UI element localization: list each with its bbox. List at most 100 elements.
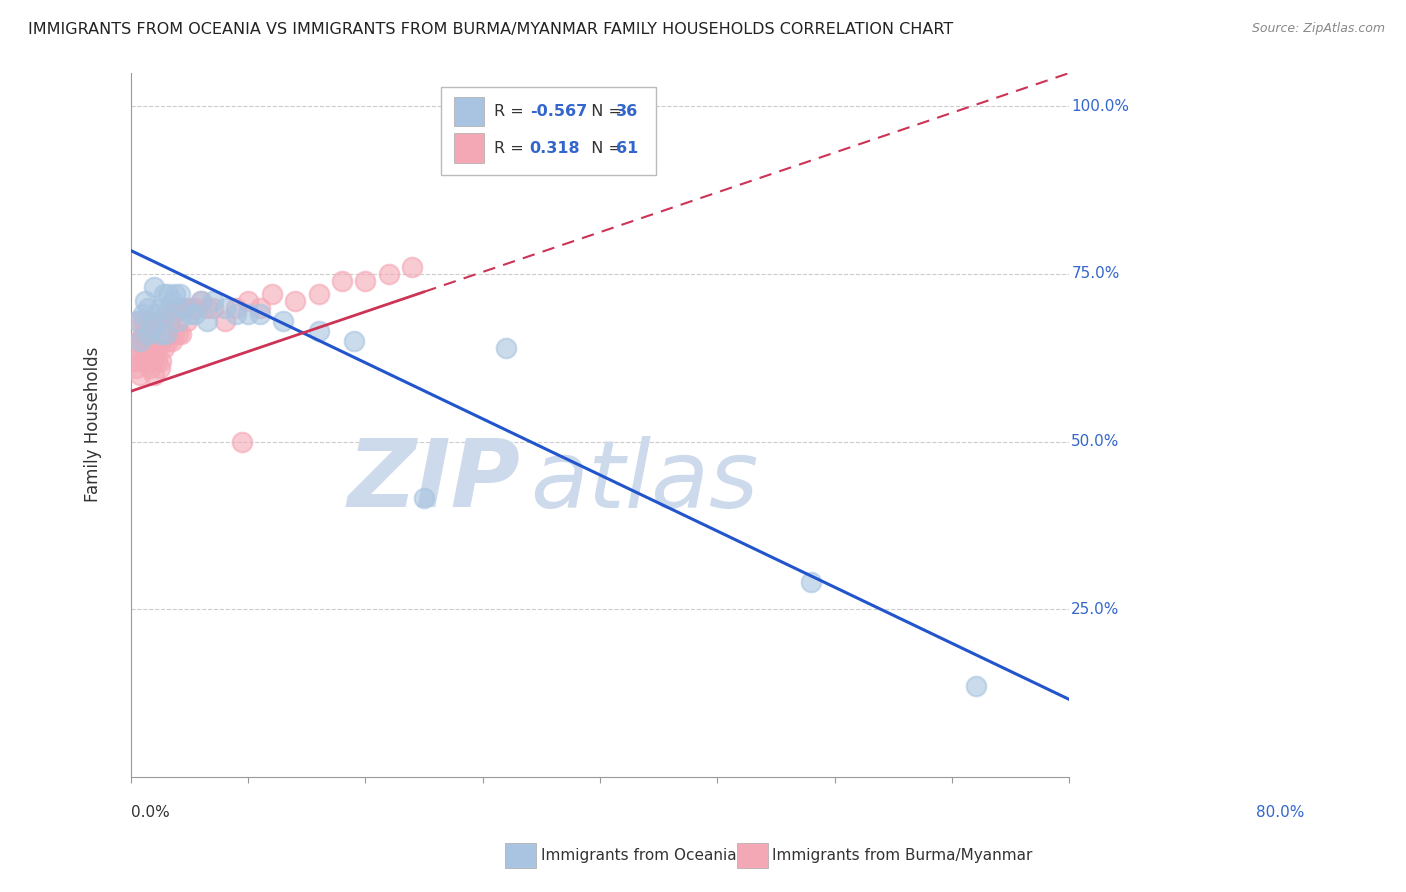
Point: [155, 307, 177, 321]
Point: [141, 354, 163, 368]
Point: [129, 334, 152, 348]
Text: 50.0%: 50.0%: [1071, 434, 1119, 449]
Point: [201, 293, 224, 308]
Point: [160, 334, 183, 348]
Point: [129, 334, 152, 348]
Point: [134, 327, 156, 342]
Point: [308, 287, 330, 301]
Point: [195, 314, 218, 328]
Point: [169, 301, 191, 315]
Point: [330, 274, 353, 288]
Point: [145, 307, 167, 321]
Point: [195, 301, 218, 315]
Point: [138, 327, 160, 342]
Text: 75.0%: 75.0%: [1071, 267, 1119, 282]
Text: 0.0%: 0.0%: [131, 805, 170, 820]
Text: ZIP: ZIP: [347, 435, 520, 527]
Point: [149, 334, 172, 348]
Point: [138, 314, 160, 328]
Point: [214, 314, 236, 328]
Point: [145, 327, 167, 342]
Text: N =: N =: [581, 104, 627, 120]
Point: [308, 324, 330, 338]
Point: [141, 327, 163, 342]
Point: [495, 341, 517, 355]
Point: [157, 287, 180, 301]
Point: [131, 354, 153, 368]
Point: [800, 575, 823, 590]
Point: [125, 314, 148, 328]
Text: N =: N =: [581, 141, 627, 156]
Point: [173, 301, 195, 315]
Point: [184, 301, 207, 315]
Point: [125, 334, 148, 348]
Point: [238, 307, 260, 321]
Text: 25.0%: 25.0%: [1071, 601, 1119, 616]
Point: [413, 491, 436, 506]
Point: [159, 314, 181, 328]
Point: [273, 314, 295, 328]
Point: [249, 301, 271, 315]
Text: IMMIGRANTS FROM OCEANIA VS IMMIGRANTS FROM BURMA/MYANMAR FAMILY HOUSEHOLDS CORRE: IMMIGRANTS FROM OCEANIA VS IMMIGRANTS FR…: [28, 22, 953, 37]
FancyBboxPatch shape: [454, 134, 484, 163]
Point: [201, 301, 224, 315]
Point: [225, 307, 247, 321]
Point: [157, 334, 180, 348]
Point: [143, 341, 166, 355]
FancyBboxPatch shape: [454, 97, 484, 127]
Point: [124, 360, 146, 375]
Point: [166, 314, 188, 328]
Point: [155, 307, 177, 321]
Point: [149, 301, 172, 315]
Point: [179, 307, 201, 321]
Point: [138, 301, 160, 315]
FancyBboxPatch shape: [440, 87, 657, 175]
Point: [129, 368, 152, 382]
Text: Source: ZipAtlas.com: Source: ZipAtlas.com: [1251, 22, 1385, 36]
Point: [214, 301, 236, 315]
Point: [249, 307, 271, 321]
Text: R =: R =: [494, 141, 534, 156]
Point: [231, 434, 253, 449]
Point: [138, 334, 160, 348]
Point: [134, 354, 156, 368]
Point: [131, 314, 153, 328]
Point: [149, 360, 172, 375]
Point: [190, 293, 212, 308]
Point: [148, 314, 170, 328]
Point: [169, 287, 191, 301]
Point: [138, 341, 160, 355]
Point: [152, 287, 174, 301]
Point: [284, 293, 307, 308]
Point: [152, 327, 174, 342]
Point: [145, 354, 167, 368]
Point: [135, 347, 157, 361]
Text: Immigrants from Oceania: Immigrants from Oceania: [541, 848, 737, 863]
Point: [152, 341, 174, 355]
Point: [127, 341, 149, 355]
Point: [143, 280, 166, 294]
Point: [190, 293, 212, 308]
Point: [124, 354, 146, 368]
Point: [225, 301, 247, 315]
Point: [238, 293, 260, 308]
Point: [135, 320, 157, 334]
Text: 36: 36: [616, 104, 638, 120]
Point: [128, 314, 150, 328]
Point: [965, 679, 987, 693]
Text: atlas: atlas: [530, 435, 758, 526]
Text: 100.0%: 100.0%: [1071, 99, 1129, 114]
Text: 0.318: 0.318: [530, 141, 581, 156]
Point: [378, 267, 401, 281]
Text: -0.567: -0.567: [530, 104, 586, 120]
Point: [354, 274, 377, 288]
Point: [155, 327, 177, 342]
Point: [134, 293, 156, 308]
Point: [343, 334, 366, 348]
Point: [138, 360, 160, 375]
Point: [155, 327, 177, 342]
Point: [176, 314, 198, 328]
Point: [146, 341, 169, 355]
Point: [170, 327, 193, 342]
Point: [131, 307, 153, 321]
